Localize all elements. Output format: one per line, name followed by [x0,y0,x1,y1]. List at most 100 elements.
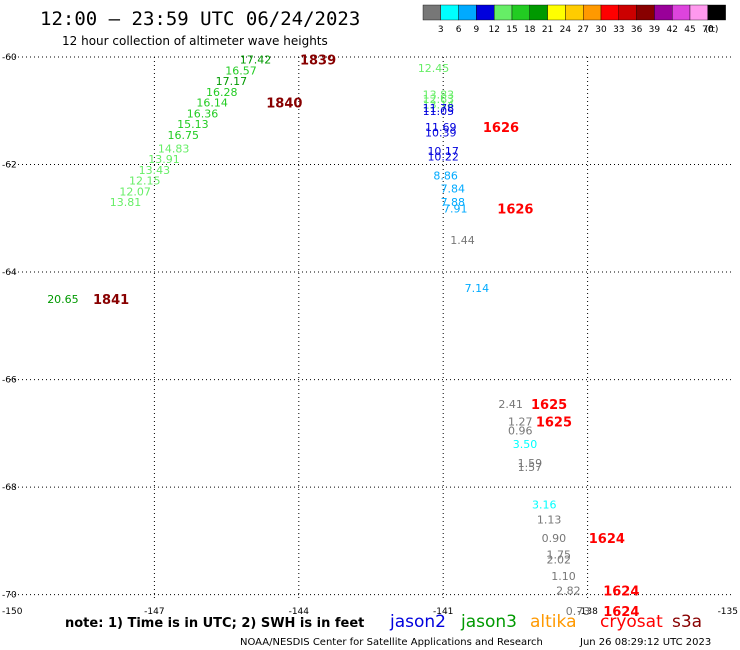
wave-height-label: 13.91 [148,153,180,166]
wave-height-label: 2.02 [546,554,571,567]
colorbar-tick-label: 70 [702,25,714,35]
colorbar-swatch [565,4,584,21]
colorbar-tick-label: 12 [488,25,499,35]
pass-time-label: 1625 [531,398,567,413]
y-tick-label: -64 [2,268,17,278]
y-tick-label: -60 [2,53,17,63]
colorbar-swatch [476,4,495,21]
colorbar-tick-label: 9 [474,25,480,35]
satellite-legend-jason2: jason2 [389,612,446,632]
wave-height-label: 13.14 [423,98,455,111]
page-title: 12:00 – 23:59 UTC 06/24/2023 [40,8,360,30]
wave-height-label: 1.59 [518,457,543,470]
colorbar-tick-label: 45 [684,25,695,35]
colorbar-swatch [529,4,548,21]
colorbar-swatch [458,4,477,21]
wave-height-label: 11.69 [425,121,457,134]
colorbar-swatch [511,4,530,21]
wave-height-label: 0.73 [566,605,591,618]
colorbar-swatch [689,4,708,21]
wave-height-label: 13.43 [139,164,171,177]
page-subtitle: 12 hour collection of altimeter wave hei… [62,34,328,48]
wave-height-label: 16.75 [168,129,200,142]
wave-height-label: 1.10 [551,570,576,583]
satellite-legend-altika: altika [530,612,577,632]
wave-height-label: 17.42 [240,54,272,67]
wave-height-label: 0.90 [542,532,567,545]
colorbar-swatch [422,4,441,21]
colorbar-tick-label: 21 [542,25,553,35]
wave-height-label: 7.84 [441,183,466,196]
pass-time-label: 1626 [497,203,533,218]
colorbar-tick-label: 39 [649,25,661,35]
pass-time-label: 1839 [300,54,336,69]
colorbar-swatch [636,4,655,21]
x-tick-label: -147 [144,607,164,617]
wave-height-label: 12.45 [418,62,450,75]
x-tick-label: -135 [718,607,738,617]
colorbar-tick-label: 42 [666,25,677,35]
colorbar-tick-label: 6 [456,25,462,35]
wave-height-label: 1.27 [508,416,533,429]
wave-height-label: 2.82 [556,584,581,597]
pass-time-labels: 1839 1840 1841 1626 1626 1625 1625 1624 1624 1624 [93,54,639,620]
colorbar-swatch [440,4,459,21]
wave-height-label: 17.17 [216,75,248,88]
wave-height-label: 3.16 [532,498,557,511]
wave-height-label: 16.14 [196,97,228,110]
y-axis-ticks: -60 -62 -64 -66 -68 -70 [2,53,17,601]
x-tick-label: -138 [577,607,598,617]
wave-height-label: 10.17 [427,145,459,158]
wave-height-label: 14.83 [158,142,190,155]
wave-height-label: 20.65 [47,293,79,306]
footer-note: note: 1) Time is in UTC; 2) SWH is in fe… [65,616,364,631]
wave-height-label: 1.75 [546,548,571,561]
wave-height-labels: 17.4216.5717.1716.2816.1416.3615.1316.75… [47,54,590,618]
wave-height-label: 12.15 [129,175,161,188]
wave-height-label: 1.57 [518,461,543,474]
wave-height-label: 7.14 [465,282,490,295]
y-tick-label: -68 [2,483,17,493]
footer-timestamp: Jun 26 08:29:12 UTC 2023 [579,637,711,648]
colorbar-swatch [707,4,726,21]
pass-time-label: 1624 [589,532,625,547]
colorbar-tick-label: 15 [506,25,517,35]
satellite-legend-s3a: s3a [672,612,702,632]
colorbar-tick-label: 36 [631,25,643,35]
pass-time-label: 1626 [483,121,519,136]
footer-credit: NOAA/NESDIS Center for Satellite Applica… [240,637,543,648]
satellite-legend-jason3: jason3 [460,612,517,632]
plot-grid [10,56,732,600]
pass-time-label: 1840 [266,97,302,112]
wave-height-label: 16.28 [206,86,238,99]
colorbar-tick-label: 3 [438,25,444,35]
colorbar-swatch [583,4,602,21]
x-tick-label: -144 [289,607,310,617]
wave-height-label: 3.50 [513,438,538,451]
wave-height-label: 13.81 [110,196,142,209]
wave-height-label: 7.91 [443,203,468,216]
wave-height-label: 1.13 [537,513,562,526]
colorbar-tick-label: 30 [595,25,607,35]
colorbar-swatch [547,4,566,21]
colorbar-tick-label: 18 [524,25,536,35]
pass-time-label: 1841 [93,293,129,308]
wave-height-label: 2.41 [498,398,523,411]
colorbar-tick-label: 27 [577,25,588,35]
x-tick-label: -150 [2,607,23,617]
wave-height-label: 10.39 [425,126,457,139]
colorbar-swatch [618,4,637,21]
wave-height-label: 1.44 [450,234,475,247]
x-axis-ticks: -150 -147 -144 -141 -138 -135 [2,607,738,617]
wave-height-label: 7.88 [441,196,466,209]
colorbar-tick-label: 33 [613,25,624,35]
pass-time-label: 1624 [603,584,639,599]
colorbar-unit: (ft) [705,25,719,35]
y-tick-label: -70 [2,591,17,601]
colorbar-swatch [600,4,619,21]
wave-height-label: 11.78 [423,102,455,115]
wave-height-label: 16.36 [187,107,219,120]
wave-height-label: 0.96 [508,425,533,438]
pass-time-label: 1625 [536,416,572,431]
